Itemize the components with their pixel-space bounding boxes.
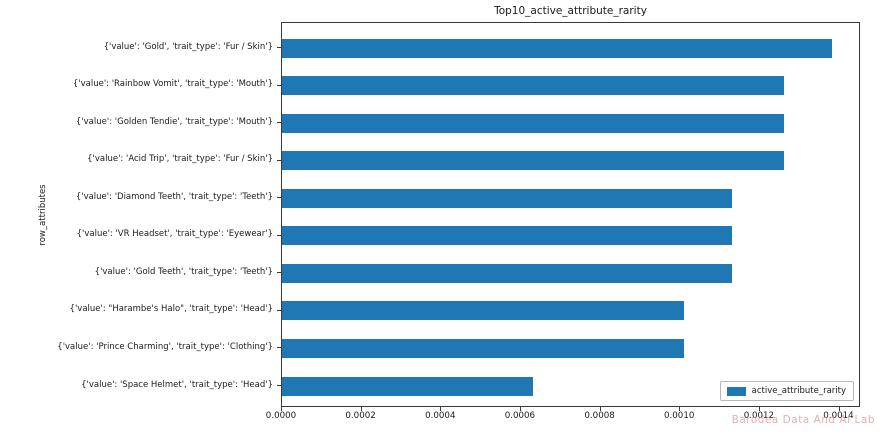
bar [282, 188, 732, 208]
y-tick-mark [277, 234, 281, 236]
y-tick-mark [277, 309, 281, 311]
y-tick-label: {'value': 'Diamond Teeth', 'trait_type':… [75, 191, 273, 202]
y-tick-mark [277, 122, 281, 124]
y-tick-label: {'value': "Harambe's Halo", 'trait_type'… [69, 304, 273, 315]
y-tick-label: {'value': 'VR Headset', 'trait_type': 'E… [76, 229, 273, 240]
x-tick-mark [838, 407, 840, 411]
x-tick-mark [281, 407, 282, 411]
x-tick-mark [599, 407, 601, 411]
chart-title: Top10_active_attribute_rarity [494, 5, 647, 17]
bar [282, 38, 832, 58]
x-tick-label: 0.0014 [823, 411, 854, 421]
bar [282, 301, 685, 321]
y-tick-mark [277, 347, 281, 349]
y-tick-label: {'value': 'Golden Tendie', 'trait_type':… [75, 116, 273, 127]
y-tick-label: {'value': 'Gold', 'trait_type': 'Fur / S… [103, 41, 273, 52]
x-tick-label: 0.0008 [584, 411, 615, 421]
y-tick-label: {'value': 'Prince Charming', 'trait_type… [57, 341, 273, 352]
x-tick-label: 0.0012 [743, 411, 775, 421]
y-tick-mark [277, 47, 281, 48]
legend-label: active_attribute_rarity [751, 386, 846, 396]
y-tick-label: {'value': 'Space Helmet', 'trait_type': … [81, 379, 273, 390]
bar [282, 151, 784, 171]
bar [282, 263, 732, 283]
x-tick-label: 0.0002 [345, 411, 376, 421]
x-tick-label: 0.0010 [663, 411, 695, 421]
bar [282, 376, 533, 396]
bar [282, 226, 732, 246]
x-tick-label: 0.0000 [265, 411, 297, 421]
bar [282, 76, 784, 96]
plot-area: active_attribute_rarity [281, 22, 860, 407]
y-tick-mark [277, 385, 281, 386]
bar [282, 338, 685, 358]
x-tick-mark [758, 407, 760, 411]
y-tick-label: {'value': 'Acid Trip', 'trait_type': 'Fu… [87, 154, 273, 165]
legend: active_attribute_rarity [719, 381, 854, 401]
x-tick-mark [440, 407, 442, 411]
y-tick-label: {'value': 'Rainbow Vomit', 'trait_type':… [72, 79, 273, 90]
y-tick-mark [277, 84, 281, 86]
x-tick-mark [679, 407, 681, 411]
watermark: Barodea Data And AI Lab [731, 414, 875, 426]
bar [282, 113, 784, 133]
x-tick-mark [360, 407, 362, 411]
y-tick-label: {'value': 'Gold Teeth', 'trait_type': 'T… [94, 266, 273, 277]
y-tick-mark [277, 272, 281, 274]
x-tick-label: 0.0006 [504, 411, 536, 421]
legend-swatch [726, 386, 746, 396]
y-tick-mark [277, 159, 281, 161]
x-tick-mark [519, 407, 521, 411]
y-tick-mark [277, 197, 281, 199]
x-tick-label: 0.0004 [425, 411, 456, 421]
